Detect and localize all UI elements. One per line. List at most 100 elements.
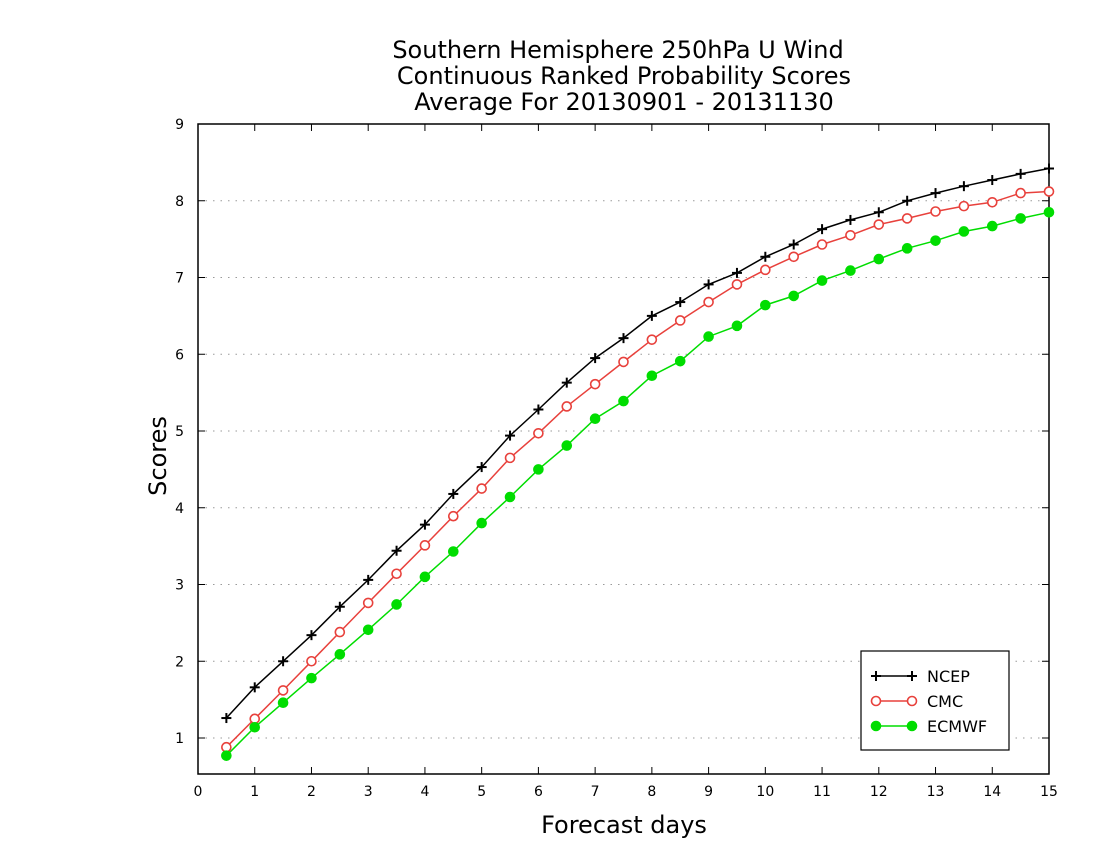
data-point-cmc	[476, 483, 487, 494]
series-ecmwf	[221, 206, 1055, 761]
x-tick-label: 13	[927, 784, 945, 800]
data-point-cmc	[930, 206, 941, 217]
data-point-cmc	[306, 655, 317, 667]
x-tick-label: 12	[870, 784, 888, 800]
series-lines	[221, 163, 1055, 761]
data-point-cmc	[589, 378, 601, 390]
series-cmc	[221, 186, 1055, 753]
legend-marker-ecmwf	[870, 720, 882, 732]
data-point-ecmwf	[760, 299, 771, 311]
data-point-cmc	[703, 296, 714, 308]
x-axis-label: Forecast days	[541, 811, 707, 839]
data-point-cmc	[533, 428, 544, 439]
x-tick-label: 11	[813, 784, 831, 800]
y-tick-label: 2	[175, 654, 184, 670]
x-tick-label: 0	[194, 784, 203, 800]
data-point-ecmwf	[618, 395, 629, 407]
legend-marker-ncep	[871, 671, 881, 681]
data-point-ecmwf	[646, 370, 658, 382]
data-point-ecmwf	[476, 517, 487, 529]
data-point-ecmwf	[249, 721, 261, 733]
legend: NCEP CMC ECMWF	[860, 650, 1010, 751]
data-point-ecmwf	[1015, 213, 1026, 224]
data-point-ncep	[334, 601, 345, 612]
data-point-ncep	[930, 188, 941, 199]
data-point-ecmwf	[845, 265, 856, 276]
data-point-cmc	[674, 315, 686, 326]
data-point-ncep	[987, 175, 998, 186]
data-point-ncep	[675, 297, 686, 308]
data-point-ecmwf	[901, 243, 913, 254]
data-point-cmc	[1043, 186, 1055, 197]
y-tick-label: 7	[175, 271, 184, 287]
chart-title: Southern Hemisphere 250hPa U Wind Contin…	[392, 36, 851, 116]
data-point-ecmwf	[306, 672, 317, 684]
data-point-ecmwf	[448, 546, 459, 557]
data-point-ncep	[278, 656, 289, 667]
data-point-cmc	[1015, 187, 1026, 199]
series-line-ncep	[225, 167, 1050, 719]
y-tick-label: 3	[175, 578, 184, 594]
x-tick-label: 14	[983, 784, 1001, 800]
data-point-cmc	[362, 597, 374, 609]
data-point-ecmwf	[731, 320, 743, 332]
x-tick-label: 8	[647, 784, 656, 800]
legend-marker-ncep	[907, 671, 917, 681]
data-point-ncep	[505, 430, 516, 441]
data-point-cmc	[788, 251, 800, 263]
data-point-ecmwf	[703, 331, 714, 342]
data-point-cmc	[731, 279, 743, 290]
data-point-ecmwf	[504, 491, 516, 503]
data-point-ecmwf	[419, 571, 431, 583]
data-point-ncep	[817, 224, 828, 235]
x-tick-label: 5	[477, 784, 486, 800]
legend-marker-cmc	[870, 695, 882, 707]
data-point-ncep	[476, 462, 487, 473]
data-point-ecmwf	[788, 290, 800, 302]
data-point-ncep	[958, 181, 969, 192]
data-point-ecmwf	[873, 253, 885, 265]
data-point-cmc	[561, 401, 573, 412]
data-point-ncep	[646, 310, 657, 321]
legend-label-ncep: NCEP	[927, 667, 970, 686]
legend-label-ecmwf: ECMWF	[927, 717, 987, 736]
y-tick-label: 1	[175, 731, 184, 747]
data-point-cmc	[873, 219, 885, 230]
data-point-ecmwf	[1043, 206, 1055, 218]
y-axis-label: Scores	[144, 416, 172, 496]
data-point-ecmwf	[930, 235, 941, 246]
x-tick-label: 4	[420, 784, 429, 800]
plot-frame	[197, 123, 1050, 775]
data-point-ncep	[306, 630, 317, 641]
legend-marker-cmc	[906, 695, 918, 707]
data-point-ncep	[533, 404, 544, 415]
data-point-ecmwf	[334, 649, 346, 660]
data-point-ncep	[221, 713, 232, 724]
data-point-cmc	[391, 568, 402, 580]
x-tick-label: 2	[307, 784, 316, 800]
data-point-ecmwf	[561, 440, 573, 451]
data-point-cmc	[447, 510, 459, 522]
data-point-cmc	[901, 213, 913, 224]
data-point-ncep	[845, 214, 856, 225]
data-point-cmc	[277, 685, 289, 696]
data-point-ecmwf	[674, 355, 686, 367]
data-point-cmc	[986, 196, 998, 208]
legend-label-cmc: CMC	[927, 692, 963, 711]
data-point-cmc	[334, 626, 346, 638]
x-axis: 0 1 2 3 4 5 6 7 8 9 10 11 12 13 14 15	[194, 124, 1058, 800]
data-point-ncep	[363, 574, 374, 585]
x-tick-label: 1	[250, 784, 259, 800]
x-tick-label: 15	[1040, 784, 1058, 800]
data-point-ecmwf	[986, 220, 998, 232]
data-point-ecmwf	[958, 226, 970, 237]
data-point-ncep	[731, 267, 742, 278]
x-tick-label: 10	[756, 784, 774, 800]
data-point-ncep	[1015, 168, 1026, 179]
title-line-2: Continuous Ranked Probability Scores	[397, 62, 851, 90]
data-point-ecmwf	[221, 750, 232, 761]
legend-item-ecmwf: ECMWF	[870, 717, 987, 736]
legend-marker-ecmwf	[906, 720, 918, 732]
data-point-ncep	[902, 195, 913, 206]
data-point-ncep	[391, 545, 402, 556]
